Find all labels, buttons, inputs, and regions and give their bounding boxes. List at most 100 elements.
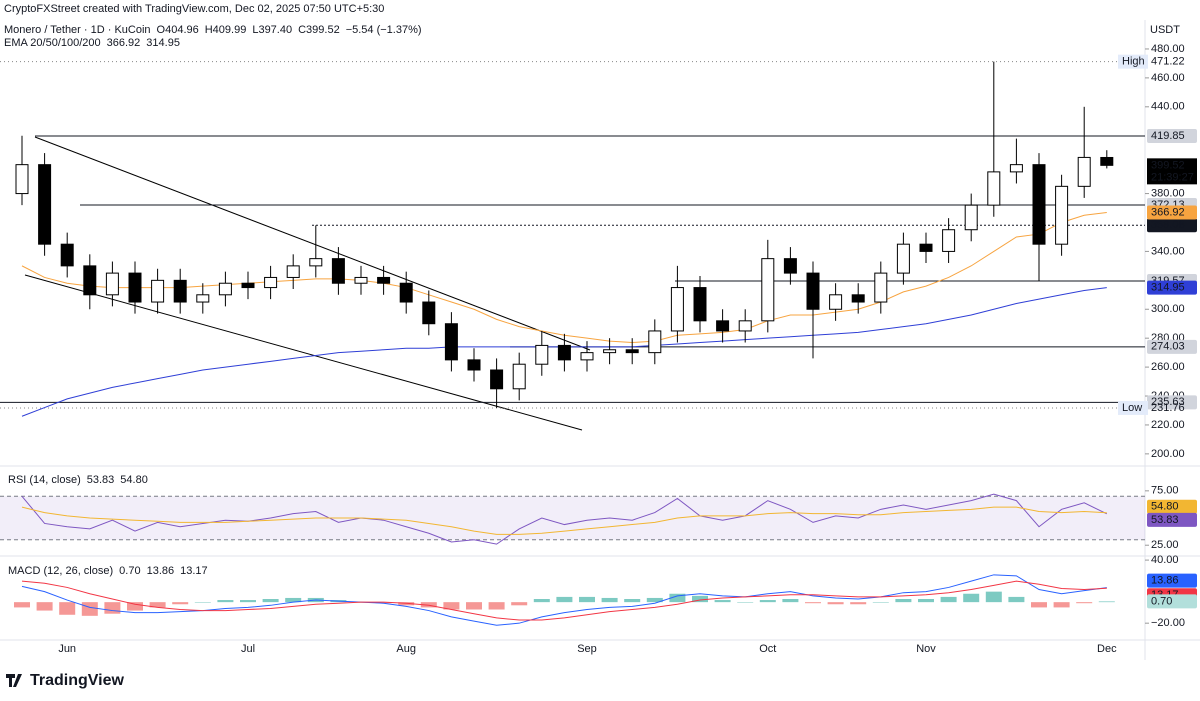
candle-body <box>422 301 436 325</box>
candle-body <box>987 171 1001 206</box>
logo: TradingView <box>6 672 125 689</box>
histogram-bar <box>149 602 166 608</box>
logo-icon <box>6 674 22 687</box>
axis-label: 0.70 <box>1151 595 1172 607</box>
histogram-bar <box>737 602 754 603</box>
histogram-bar <box>646 597 663 603</box>
ohlc-value: O404.96 <box>157 24 199 36</box>
histogram-bar <box>443 602 460 610</box>
candle-body <box>1055 185 1069 245</box>
extreme-value: 471.22 <box>1151 56 1185 68</box>
candle-body <box>264 276 278 289</box>
histogram-bar <box>940 596 957 603</box>
histogram-bar <box>1098 601 1115 603</box>
extreme-box <box>1118 400 1148 415</box>
y-tick-label: 340.00 <box>1151 245 1185 257</box>
y-tick-label: 380.00 <box>1151 187 1185 199</box>
histogram-bar <box>262 599 279 603</box>
histogram-bar <box>217 600 234 603</box>
last-price-box <box>1147 158 1197 185</box>
x-tick-label: Sep <box>577 643 597 655</box>
axis-label: 419.85 <box>1151 130 1185 142</box>
histogram-bar <box>872 602 889 603</box>
candle-body <box>1009 164 1023 173</box>
axis-label: 235.63 <box>1151 396 1185 408</box>
macd-hist-value: 0.70 <box>119 565 140 577</box>
histogram-bar <box>624 599 641 603</box>
logo-text: TradingView <box>30 672 125 689</box>
histogram-bar <box>1008 596 1025 603</box>
axis-label-box <box>1147 573 1197 588</box>
candle-body <box>444 323 458 361</box>
histogram-bar <box>601 597 618 603</box>
histogram-bar <box>466 602 482 610</box>
y-tick-label: −20.00 <box>1151 617 1185 629</box>
histogram-bar <box>963 593 980 603</box>
ema-value: 314.95 <box>146 37 180 49</box>
histogram-bar <box>172 602 189 605</box>
candle-body <box>1077 156 1091 187</box>
candle-body <box>173 279 187 303</box>
candle-body <box>490 369 504 390</box>
histogram-bar <box>579 596 595 603</box>
y-tick-label: 460.00 <box>1151 72 1185 84</box>
histogram-bar <box>782 599 799 603</box>
x-tick-label: Aug <box>396 643 416 655</box>
rsi-line <box>21 493 1108 545</box>
trendline <box>24 274 583 431</box>
symbol: Monero / Tether · 1D · KuCoin <box>4 24 151 36</box>
axis-label-box <box>1147 594 1197 609</box>
axis-label-box <box>1147 512 1197 527</box>
candle-body <box>829 294 843 310</box>
y-tick-label: 40.00 <box>1151 554 1179 566</box>
axis-label: 358.08 <box>1151 219 1185 231</box>
candle-body <box>670 287 684 332</box>
histogram-bar <box>398 602 415 606</box>
candle-body <box>128 272 142 303</box>
histogram-bar <box>36 602 53 611</box>
credit: CryptoFXStreet created with TradingView.… <box>4 3 384 15</box>
histogram-bar <box>669 593 686 603</box>
candle-body <box>218 282 232 296</box>
rsi-band <box>0 496 1145 540</box>
candle-body <box>38 164 52 245</box>
macd-value: 13.17 <box>180 565 208 577</box>
candle-body <box>196 294 210 303</box>
extreme-name: High <box>1122 56 1145 68</box>
candle-body <box>716 320 730 332</box>
axis-label-box <box>1147 395 1197 410</box>
countdown: 21:39:27 <box>1151 171 1194 183</box>
histogram-bar <box>918 599 934 603</box>
candle-body <box>467 359 481 371</box>
histogram-bar <box>692 595 708 603</box>
extreme-value: 231.76 <box>1151 402 1185 414</box>
axis-label-box <box>1147 499 1197 514</box>
histogram-bar <box>81 602 98 616</box>
histogram-bar <box>1053 602 1070 608</box>
histogram-bar <box>714 600 731 603</box>
axis-label-box <box>1147 218 1197 233</box>
candle-body <box>738 320 752 332</box>
candle-body <box>1032 164 1046 245</box>
rsi-value: 53.83 <box>87 474 115 486</box>
macd-line <box>21 580 1107 621</box>
y-tick-label: 480.00 <box>1151 43 1185 55</box>
axis-label: 13.86 <box>1151 574 1179 586</box>
axis-label: 54.80 <box>1151 501 1179 513</box>
extreme-name: Low <box>1122 402 1142 414</box>
y-tick-label: 260.00 <box>1151 361 1185 373</box>
y-tick-label: 75.00 <box>1151 485 1179 497</box>
currency: USDT <box>1150 24 1180 36</box>
x-tick-label: Jul <box>241 643 255 655</box>
histogram-bar <box>240 600 256 603</box>
histogram-bar <box>1031 602 1047 608</box>
candle-body <box>851 294 865 303</box>
x-tick-label: Dec <box>1097 643 1117 655</box>
histogram-bar <box>14 602 30 608</box>
extreme-box <box>1118 54 1148 69</box>
histogram-bar <box>1076 602 1093 604</box>
x-tick-label: Jun <box>58 643 76 655</box>
